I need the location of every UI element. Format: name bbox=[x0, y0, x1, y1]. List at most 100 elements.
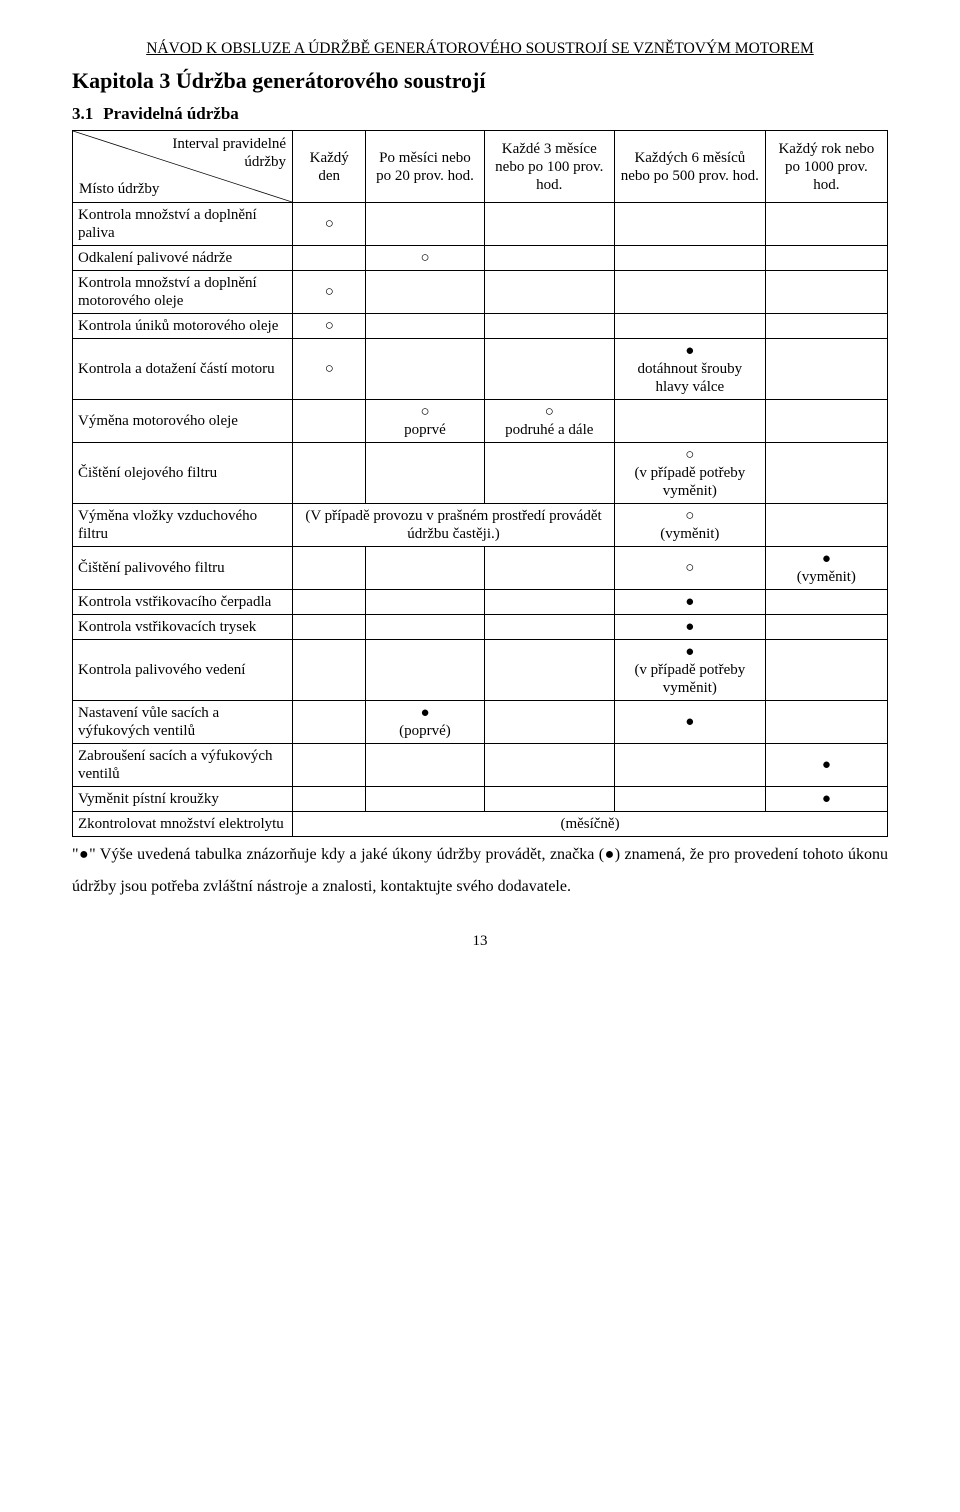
row-cell bbox=[765, 246, 887, 271]
row-label: Nastavení vůle sacích a výfukových venti… bbox=[73, 701, 293, 744]
row-cell bbox=[614, 787, 765, 812]
document-header: NÁVOD K OBSLUZE A ÚDRŽBĚ GENERÁTOROVÉHO … bbox=[72, 40, 888, 58]
table-row: Kontrola vstřikovacího čerpadla ● bbox=[73, 590, 888, 615]
row-cell: ○ bbox=[366, 246, 484, 271]
header-diagonal-cell: Interval pravidelné údržbyMísto údržby bbox=[73, 131, 293, 203]
row-label: Kontrola palivového vedení bbox=[73, 640, 293, 701]
section-heading: Pravidelná údržba bbox=[103, 104, 239, 123]
row-label: Zabroušení sacích a výfukových ventilů bbox=[73, 744, 293, 787]
row-label: Kontrola úniků motorového oleje bbox=[73, 314, 293, 339]
row-cell bbox=[484, 701, 614, 744]
row-cell: ●(poprvé) bbox=[366, 701, 484, 744]
row-cell bbox=[366, 787, 484, 812]
row-label: Výměna vložky vzduchového filtru bbox=[73, 504, 293, 547]
row-cell: ○poprvé bbox=[366, 400, 484, 443]
row-cell bbox=[614, 400, 765, 443]
page-number: 13 bbox=[72, 933, 888, 950]
row-cell bbox=[765, 590, 887, 615]
row-cell bbox=[293, 547, 366, 590]
row-cell bbox=[484, 443, 614, 504]
row-label: Čištění olejového filtru bbox=[73, 443, 293, 504]
place-label: Místo údržby bbox=[79, 180, 159, 198]
col-header-0: Každý den bbox=[293, 131, 366, 203]
row-cell bbox=[484, 271, 614, 314]
row-cell bbox=[293, 443, 366, 504]
row-label: Odkalení palivové nádrže bbox=[73, 246, 293, 271]
row-cell: ○ bbox=[614, 547, 765, 590]
table-footnote: "●" Výše uvedená tabulka znázorňuje kdy … bbox=[72, 839, 888, 903]
col-header-3: Každých 6 měsíců nebo po 500 prov. hod. bbox=[614, 131, 765, 203]
row-cell bbox=[366, 271, 484, 314]
row-span-cell: (měsíčně) bbox=[293, 812, 888, 837]
row-cell bbox=[484, 787, 614, 812]
row-cell: ○podruhé a dále bbox=[484, 400, 614, 443]
table-header-row: Interval pravidelné údržbyMísto údržbyKa… bbox=[73, 131, 888, 203]
row-cell bbox=[293, 744, 366, 787]
row-cell bbox=[765, 339, 887, 400]
row-cell: ● bbox=[614, 615, 765, 640]
table-row: Kontrola vstřikovacích trysek ● bbox=[73, 615, 888, 640]
row-cell: ○ bbox=[293, 271, 366, 314]
row-span-cell: (V případě provozu v prašném prostředí p… bbox=[293, 504, 615, 547]
table-row: Výměna vložky vzduchového filtru(V přípa… bbox=[73, 504, 888, 547]
row-cell: ○(vyměnit) bbox=[614, 504, 765, 547]
table-row: Nastavení vůle sacích a výfukových venti… bbox=[73, 701, 888, 744]
table-row: Zabroušení sacích a výfukových ventilů ● bbox=[73, 744, 888, 787]
row-cell bbox=[366, 547, 484, 590]
table-row: Odkalení palivové nádrže ○ bbox=[73, 246, 888, 271]
row-cell: ○(v případě potřeby vyměnit) bbox=[614, 443, 765, 504]
row-cell: ● bbox=[614, 590, 765, 615]
row-cell bbox=[614, 744, 765, 787]
row-cell bbox=[765, 203, 887, 246]
table-row: Kontrola množství a doplnění paliva○ bbox=[73, 203, 888, 246]
col-header-2: Každé 3 měsíce nebo po 100 prov. hod. bbox=[484, 131, 614, 203]
row-cell bbox=[484, 640, 614, 701]
row-label: Kontrola vstřikovacího čerpadla bbox=[73, 590, 293, 615]
row-cell: ○ bbox=[293, 203, 366, 246]
chapter-title: Kapitola 3 Údržba generátorového soustro… bbox=[72, 68, 888, 94]
row-cell bbox=[484, 314, 614, 339]
row-cell bbox=[765, 615, 887, 640]
row-cell bbox=[765, 400, 887, 443]
row-cell bbox=[614, 271, 765, 314]
row-label: Zkontrolovat množství elektrolytu bbox=[73, 812, 293, 837]
row-cell bbox=[765, 443, 887, 504]
row-cell: ● bbox=[765, 744, 887, 787]
row-label: Kontrola množství a doplnění motorového … bbox=[73, 271, 293, 314]
section-number: 3.1 bbox=[72, 104, 93, 123]
col-header-4: Každý rok nebo po 1000 prov. hod. bbox=[765, 131, 887, 203]
row-cell bbox=[366, 203, 484, 246]
row-cell bbox=[484, 590, 614, 615]
row-cell: ●(vyměnit) bbox=[765, 547, 887, 590]
row-cell bbox=[614, 314, 765, 339]
row-cell bbox=[366, 590, 484, 615]
row-cell bbox=[765, 504, 887, 547]
row-label: Kontrola vstřikovacích trysek bbox=[73, 615, 293, 640]
row-cell bbox=[366, 314, 484, 339]
row-cell bbox=[765, 271, 887, 314]
row-cell bbox=[765, 701, 887, 744]
row-cell bbox=[293, 246, 366, 271]
row-cell: ● bbox=[614, 701, 765, 744]
row-label: Čištění palivového filtru bbox=[73, 547, 293, 590]
row-cell bbox=[484, 203, 614, 246]
table-body: Kontrola množství a doplnění paliva○Odka… bbox=[73, 203, 888, 837]
row-cell bbox=[293, 615, 366, 640]
row-cell bbox=[293, 400, 366, 443]
row-cell bbox=[366, 640, 484, 701]
row-cell bbox=[293, 640, 366, 701]
table-row: Zkontrolovat množství elektrolytu(měsíčn… bbox=[73, 812, 888, 837]
row-cell bbox=[293, 590, 366, 615]
table-row: Čištění palivového filtru ○●(vyměnit) bbox=[73, 547, 888, 590]
page: NÁVOD K OBSLUZE A ÚDRŽBĚ GENERÁTOROVÉHO … bbox=[0, 0, 960, 990]
row-cell bbox=[484, 547, 614, 590]
row-cell bbox=[484, 615, 614, 640]
row-cell bbox=[484, 339, 614, 400]
row-cell: ●dotáhnout šrouby hlavy válce bbox=[614, 339, 765, 400]
table-row: Kontrola množství a doplnění motorového … bbox=[73, 271, 888, 314]
row-cell bbox=[484, 744, 614, 787]
table-row: Vyměnit pístní kroužky● bbox=[73, 787, 888, 812]
row-cell: ●(v případě potřeby vyměnit) bbox=[614, 640, 765, 701]
row-cell: ○ bbox=[293, 339, 366, 400]
row-cell: ○ bbox=[293, 314, 366, 339]
